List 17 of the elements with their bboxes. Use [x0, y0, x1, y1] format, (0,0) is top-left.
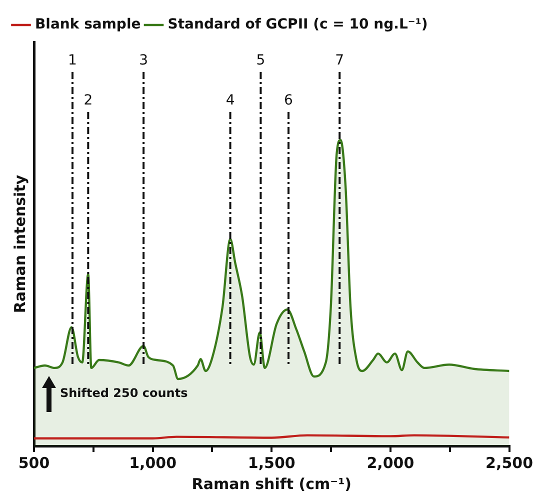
annotation: Shifted 250 counts [60, 386, 188, 400]
text: 7 [335, 52, 344, 69]
x-tick-label: 2,000 [366, 454, 414, 472]
text: 1 [68, 52, 77, 69]
x-tick-label: 500 [18, 454, 50, 472]
x-tick-label: 2,500 [486, 454, 534, 472]
text: 2 [84, 92, 93, 109]
x-tick-label: 1,000 [129, 454, 177, 472]
text: 3 [139, 52, 148, 69]
text: 5 [256, 52, 266, 69]
x-tick-label: 1,500 [248, 454, 296, 472]
text: 6 [284, 92, 294, 109]
legend-label: Blank sample [35, 16, 141, 33]
text: 4 [226, 92, 235, 109]
x-axis-title: Raman shift (cm⁻¹) [192, 474, 352, 493]
legend-label: Standard of GCPII (c = 10 ng.L⁻¹) [168, 16, 428, 33]
y-axis-title: Raman intensity [10, 174, 29, 314]
